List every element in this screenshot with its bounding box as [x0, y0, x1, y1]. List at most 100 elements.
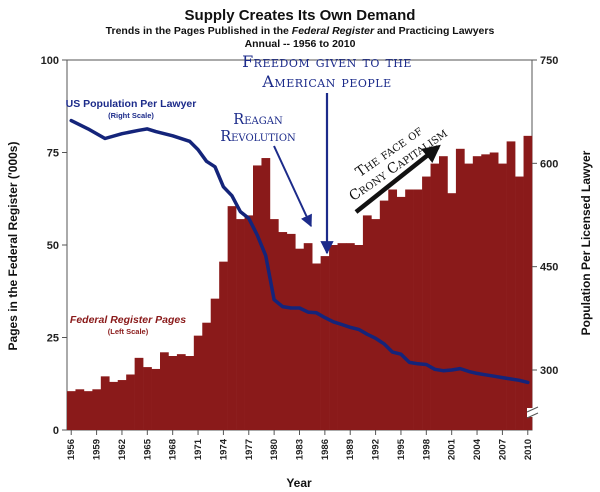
line-series-name: US Population Per Lawyer — [66, 98, 197, 110]
bar-1978 — [253, 165, 262, 430]
chart-title: Supply Creates Its Own Demand — [185, 7, 416, 24]
x-tick-label-2007: 2007 — [497, 439, 508, 460]
bar-1968 — [168, 356, 178, 430]
bar-1979 — [261, 158, 271, 431]
bar-2008 — [506, 141, 516, 430]
bar-1982 — [286, 233, 296, 430]
x-tick-label-2010: 2010 — [523, 439, 534, 460]
bar-2009 — [515, 176, 524, 430]
bar-1967 — [160, 352, 169, 430]
bar-1998 — [422, 176, 431, 430]
y-axis-right-label: Population Per Licensed Lawyer — [579, 150, 593, 335]
bar-1975 — [227, 206, 237, 430]
bar-1957 — [75, 389, 85, 430]
bar-1972 — [202, 322, 212, 430]
bar-2000 — [439, 156, 448, 430]
bar-2001 — [447, 193, 457, 430]
bar-1983 — [295, 248, 305, 430]
x-tick-label-1992: 1992 — [371, 439, 382, 460]
left-tick-label-75: 75 — [47, 148, 59, 160]
bar-1991 — [362, 215, 372, 430]
chart-subtitle-line2: Annual -- 1956 to 2010 — [245, 38, 356, 50]
bar-1980 — [269, 219, 279, 430]
x-tick-label-1977: 1977 — [244, 439, 255, 460]
bar-1999 — [430, 163, 440, 430]
bar-series — [67, 135, 533, 431]
bar-1994 — [388, 189, 398, 430]
bar-1973 — [210, 298, 220, 430]
bar-1984 — [303, 243, 313, 430]
left-tick-label-100: 100 — [41, 55, 59, 67]
x-tick-label-1998: 1998 — [421, 439, 432, 460]
x-tick-label-1974: 1974 — [218, 438, 229, 460]
bar-1963 — [126, 374, 135, 430]
annotation-freedom-line1: Freedom given to the — [242, 52, 412, 71]
x-tick-label-1989: 1989 — [345, 439, 356, 460]
left-axis-ticks: 0 25 50 75 100 — [41, 55, 67, 437]
chart-subtitle-line1: Trends in the Pages Published in the Fed… — [106, 25, 495, 37]
bar-1996 — [405, 189, 414, 430]
bar-1962 — [117, 380, 127, 430]
bar-series-scale-note: (Left Scale) — [108, 327, 149, 336]
axis-break-icon — [526, 406, 539, 419]
bar-2004 — [472, 156, 482, 430]
subtitle-post: and Practicing Lawyers — [374, 25, 494, 37]
right-tick-label-300: 300 — [540, 365, 558, 377]
annotation-reagan-line2: Revolution — [220, 129, 296, 145]
bar-1964 — [134, 357, 144, 430]
x-tick-label-2004: 2004 — [472, 438, 483, 460]
x-tick-label-1995: 1995 — [396, 438, 407, 460]
x-tick-label-1980: 1980 — [269, 439, 280, 460]
left-tick-label-25: 25 — [47, 333, 59, 345]
bar-1981 — [278, 232, 288, 430]
bar-1988 — [337, 243, 347, 430]
x-tick-label-1986: 1986 — [320, 439, 331, 460]
bar-1956 — [67, 391, 76, 430]
x-tick-label-1962: 1962 — [117, 439, 128, 460]
bar-1986 — [320, 256, 330, 430]
right-tick-label-600: 600 — [540, 158, 558, 170]
bar-2005 — [481, 154, 491, 430]
bar-1995 — [396, 196, 406, 430]
bar-1971 — [193, 335, 203, 430]
x-tick-label-1965: 1965 — [142, 438, 153, 460]
x-tick-label-1971: 1971 — [193, 438, 204, 460]
bar-1989 — [346, 243, 355, 430]
population-line — [69, 118, 530, 385]
bar-1970 — [185, 356, 195, 430]
bar-1985 — [312, 263, 321, 430]
x-tick-label-1983: 1983 — [295, 439, 306, 460]
x-tick-label-1959: 1959 — [92, 439, 103, 460]
bar-1977 — [244, 215, 254, 430]
crony-arrow-icon — [354, 144, 441, 214]
x-tick-label-1968: 1968 — [168, 439, 179, 460]
bar-1965 — [143, 367, 152, 430]
bar-1997 — [413, 189, 423, 430]
left-tick-label-50: 50 — [47, 240, 59, 252]
line-series-scale-note: (Right Scale) — [108, 111, 154, 120]
right-tick-label-750: 750 — [540, 55, 558, 67]
x-axis-ticks: 1956 1959 1962 1965 1968 1971 1974 1977 1980 1983… — [66, 430, 534, 460]
bar-2003 — [464, 163, 474, 430]
bar-1987 — [329, 245, 338, 430]
bar-2002 — [455, 148, 465, 431]
subtitle-pre: Trends in the Pages Published in the — [106, 25, 292, 37]
bar-1992 — [371, 219, 381, 430]
bar-1961 — [109, 381, 119, 430]
bar-1966 — [151, 368, 161, 430]
y-axis-left-label: Pages in the Federal Register ('000s) — [6, 142, 20, 351]
bar-1993 — [379, 200, 389, 430]
bar-2010 — [523, 135, 533, 430]
reagan-arrow-icon — [273, 145, 312, 228]
bar-1990 — [354, 245, 364, 430]
annotation-reagan-line1: Reagan — [233, 112, 283, 128]
bar-1960 — [100, 376, 110, 430]
bar-1969 — [176, 354, 186, 430]
right-axis-ticks: 300 450 600 750 — [532, 55, 558, 377]
right-tick-label-450: 450 — [540, 262, 558, 274]
subtitle-italic: Federal Register — [292, 25, 375, 37]
bar-2006 — [489, 152, 499, 430]
x-tick-label-1956: 1956 — [66, 439, 77, 460]
bar-series-name: Federal Register Pages — [70, 314, 186, 326]
